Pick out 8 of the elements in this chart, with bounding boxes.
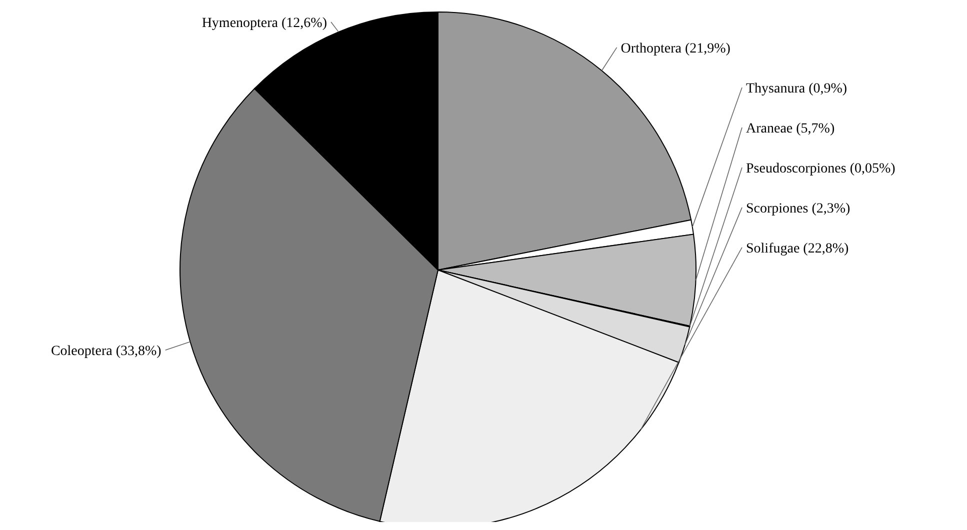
slice-label: Pseudoscorpiones (0,05%)	[746, 161, 896, 176]
slice-label: Coleoptera (33,8%)	[50, 344, 162, 359]
slice-label: Scorpiones (2,3%)	[746, 201, 851, 216]
slice-label: Orthoptera (21,9%)	[620, 41, 731, 56]
slice-label: Solifugae (22,8%)	[746, 241, 849, 256]
slice-label: Araneae (5,7%)	[746, 121, 835, 136]
slice-label: Thysanura (0,9%)	[746, 81, 848, 96]
slice-label: Hymenoptera (12,6%)	[202, 16, 328, 31]
